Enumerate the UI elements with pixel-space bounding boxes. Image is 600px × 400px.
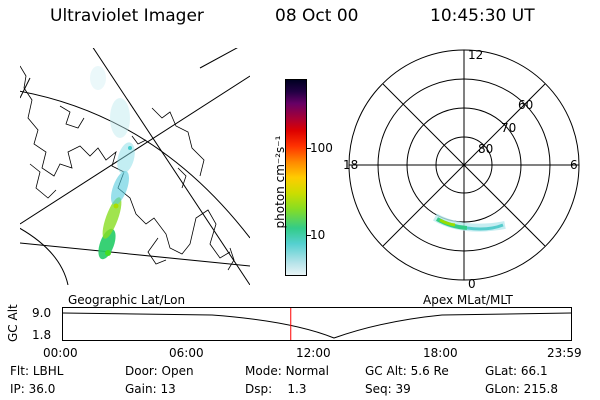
mlt-label-0: 0 (468, 277, 476, 290)
mlat-label-80: 80 (478, 142, 493, 156)
colorbar-tickmark-10 (306, 235, 311, 236)
colorbar-tick-100: 100 (310, 141, 333, 155)
geo-map-caption: Geographic Lat/Lon (68, 293, 186, 307)
instrument-title: Ultraviolet Imager (50, 6, 204, 26)
aurora-emission (90, 66, 135, 260)
polar-plot: 12 18 6 0 60 70 80 (343, 48, 580, 290)
time-tick-1800: 18:00 (423, 346, 458, 360)
time-label: 10:45:30 UT (430, 6, 535, 26)
polar-grid (348, 49, 580, 281)
time-tick-0000: 00:00 (43, 346, 78, 360)
geographic-map (20, 48, 250, 285)
info-glat: GLat: 66.1 (485, 364, 548, 378)
mlt-label-6: 6 (570, 158, 578, 172)
info-flt: Flt: LBHL (10, 364, 64, 378)
colorbar-unit-label: photon cm⁻²s⁻¹ (273, 135, 287, 229)
mlat-label-70: 70 (501, 121, 516, 135)
altitude-strip (62, 307, 572, 341)
info-door: Door: Open (125, 364, 194, 378)
polar-aurora (433, 213, 506, 232)
mlt-label-18: 18 (343, 158, 358, 172)
colorbar-tickmark-100 (306, 148, 311, 149)
time-tick-0600: 06:00 (169, 346, 204, 360)
info-ip: IP: 36.0 (10, 382, 56, 396)
time-tick-1200: 12:00 (296, 346, 331, 360)
info-gain: Gain: 13 (125, 382, 176, 396)
info-glon: GLon: 215.8 (485, 382, 558, 396)
mlt-label-12: 12 (468, 48, 483, 62)
mlat-label-60: 60 (518, 98, 533, 112)
altitude-tick-9: 9.0 (32, 306, 52, 320)
coastline (20, 65, 235, 271)
info-dsp: Dsp: 1.3 (245, 382, 307, 396)
map-grid (20, 48, 250, 285)
altitude-ylabel: GC Alt (6, 304, 20, 342)
colorbar (285, 79, 307, 276)
info-gc-alt: GC Alt: 5.6 Re (365, 364, 449, 378)
info-seq: Seq: 39 (365, 382, 411, 396)
date-label: 08 Oct 00 (275, 6, 359, 26)
altitude-curve (62, 312, 572, 339)
colorbar-tick-10: 10 (310, 228, 326, 242)
time-tick-2359: 23:59 (547, 346, 582, 360)
polar-plot-caption: Apex MLat/MLT (423, 293, 513, 307)
altitude-tick-1-8: 1.8 (32, 328, 52, 342)
info-mode: Mode: Normal (245, 364, 329, 378)
